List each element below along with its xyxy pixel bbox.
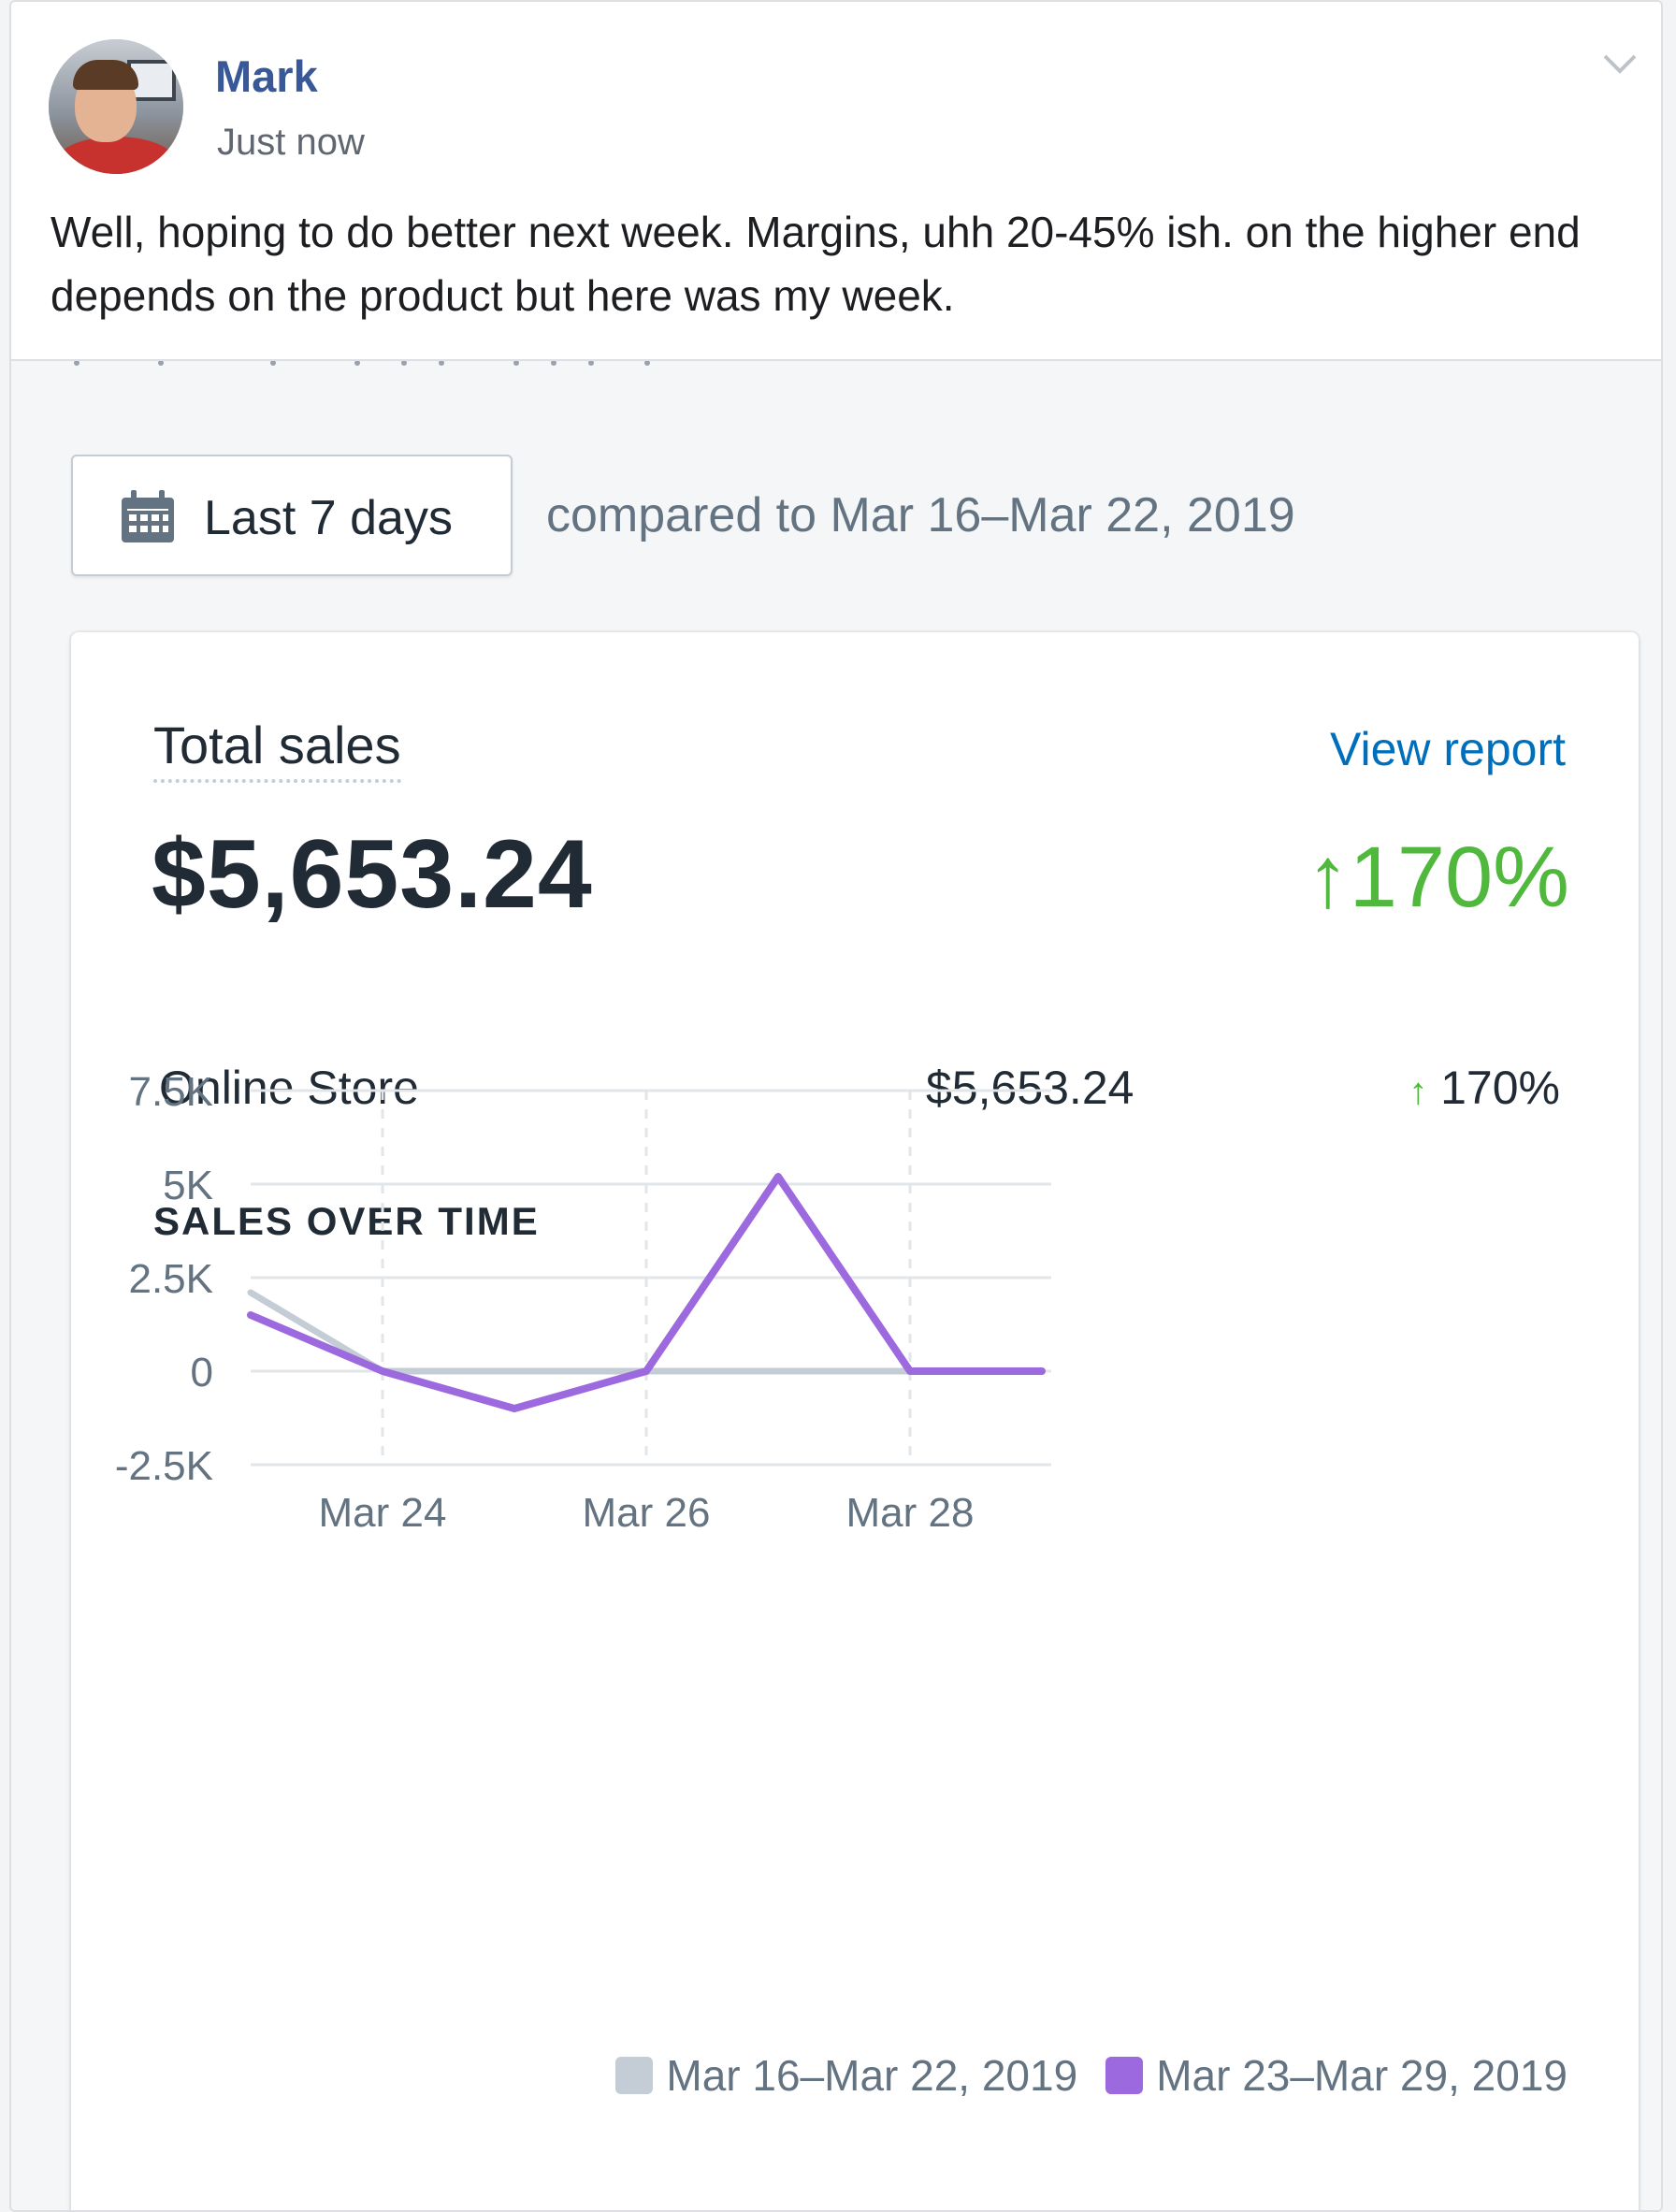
y-tick-label: 0 [191,1350,213,1395]
cropped-edge-dots [74,361,650,366]
channel-change: ↑ 170% [1409,1061,1560,1115]
date-range-label: Last 7 days [204,491,453,545]
chevron-down-icon[interactable] [1601,51,1639,77]
arrow-up-icon: ↑ [1306,830,1350,925]
card-title[interactable]: Total sales [153,715,401,783]
y-tick-label: 2.5K [128,1256,213,1302]
y-tick-label: -2.5K [115,1443,213,1489]
attached-screenshot[interactable]: Last 7 days compared to Mar 16–Mar 22, 2… [11,359,1661,2212]
channel-value: $5,653.24 [926,1062,1134,1114]
channel-change-value: 170% [1440,1062,1560,1114]
legend-swatch-current [1105,2057,1144,2094]
total-change-value: 170% [1349,830,1569,925]
total-sales-value: $5,653.24 [152,820,593,929]
legend-label-current: Mar 23–Mar 29, 2019 [1156,2051,1568,2100]
x-tick-label: Mar 26 [583,1490,711,1536]
post-text: Well, hoping to do better next week. Mar… [51,208,1581,320]
chart-section-title: SALES OVER TIME [153,1199,540,1243]
legend-swatch-previous [615,2057,654,2094]
channel-label: Online Store [159,1062,419,1114]
y-tick-label: 7.5K [128,1069,213,1115]
total-sales-card: Total sales View report $5,653.24 ↑170% … [71,632,1639,2212]
total-sales-change: ↑170% [1307,829,1569,927]
post-header: Mark Just now Well, hoping to do better … [11,2,1661,359]
x-tick-label: Mar 28 [846,1490,975,1536]
calendar-icon [122,490,174,542]
x-tick-label: Mar 24 [319,1490,447,1536]
legend-item-previous[interactable]: Mar 16–Mar 22, 2019 [615,2050,1077,2101]
avatar[interactable] [49,39,183,174]
post-timestamp[interactable]: Just now [217,122,365,163]
view-report-link[interactable]: View report [1330,723,1566,775]
legend-label-previous: Mar 16–Mar 22, 2019 [666,2051,1078,2100]
series-line-current [247,1173,1046,1412]
compare-range-text: compared to Mar 16–Mar 22, 2019 [546,488,1295,542]
y-tick-label: 5K [163,1163,213,1208]
author-name[interactable]: Mark [215,51,318,101]
legend-item-current[interactable]: Mar 23–Mar 29, 2019 [1105,2050,1568,2101]
arrow-up-icon: ↑ [1409,1071,1428,1112]
date-range-button[interactable]: Last 7 days [71,455,513,576]
sales-over-time-chart[interactable]: 7.5K 5K 2.5K 0 -2.5K Mar 24 Mar 26 Mar 28 [71,632,1639,2212]
post-card: Mark Just now Well, hoping to do better … [9,0,1663,2212]
chart-legend: Mar 16–Mar 22, 2019 Mar 23–Mar 29, 2019 [587,2050,1568,2101]
